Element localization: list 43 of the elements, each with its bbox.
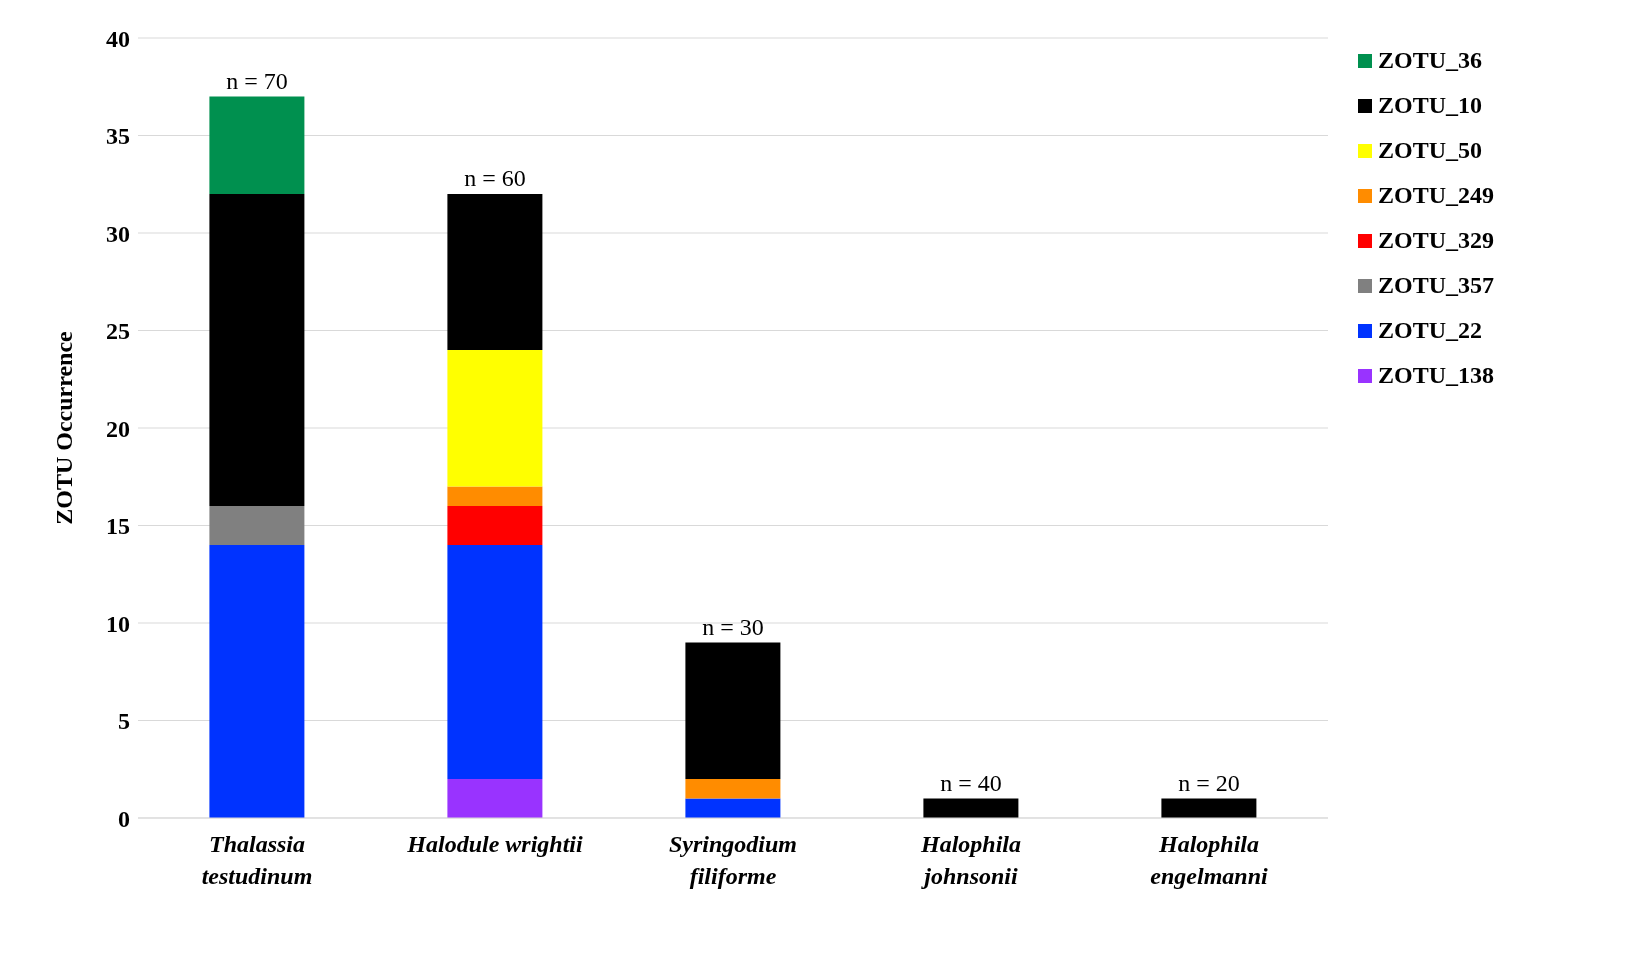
legend-label: ZOTU_249	[1378, 182, 1495, 209]
legend-label: ZOTU_22	[1378, 317, 1483, 344]
bar	[1161, 798, 1257, 818]
legend-label: ZOTU_357	[1378, 272, 1495, 299]
bar	[685, 642, 781, 779]
bar	[447, 486, 543, 506]
legend-label: ZOTU_50	[1378, 137, 1483, 164]
bar	[447, 779, 543, 818]
annotation: n = 70	[226, 67, 288, 94]
legend-label: ZOTU_36	[1378, 47, 1483, 74]
bar	[209, 96, 305, 194]
bar	[447, 350, 543, 487]
x-tick-label: Halodule wrightii	[406, 831, 584, 857]
y-tick-label: 25	[106, 318, 130, 345]
y-tick-label: 15	[106, 513, 130, 540]
bar	[685, 798, 781, 818]
x-tick-label: Syringodium filiforme	[668, 831, 798, 889]
bar	[923, 798, 1019, 818]
bar	[209, 194, 305, 506]
annotation: n = 60	[464, 165, 526, 191]
legend-label: ZOTU_138	[1378, 362, 1495, 389]
legend-label: ZOTU_10	[1378, 92, 1483, 119]
annotation: n = 20	[1178, 769, 1240, 796]
y-axis-title: ZOTU Occurrence	[50, 330, 77, 525]
y-tick-label: 30	[106, 220, 130, 247]
y-tick-label: 40	[106, 25, 130, 52]
y-tick-label: 0	[118, 805, 130, 832]
bar	[209, 545, 305, 818]
annotation: n = 30	[702, 613, 764, 640]
bar	[447, 194, 543, 350]
annotation: n = 40	[940, 769, 1002, 796]
x-tick-label: Thalassia testudinum	[201, 831, 313, 889]
bar	[685, 779, 781, 799]
y-tick-label: 10	[106, 610, 130, 637]
y-tick-label: 5	[118, 708, 130, 735]
bar	[447, 506, 543, 545]
x-tick-label: Halophila engelmanni	[1150, 831, 1268, 889]
x-tick-label: Halophila johnsonii	[919, 831, 1022, 889]
y-tick-label: 20	[106, 415, 130, 442]
y-tick-label: 35	[106, 123, 130, 150]
legend-label: ZOTU_329	[1378, 227, 1495, 254]
bar	[447, 545, 543, 779]
bar	[209, 506, 305, 545]
